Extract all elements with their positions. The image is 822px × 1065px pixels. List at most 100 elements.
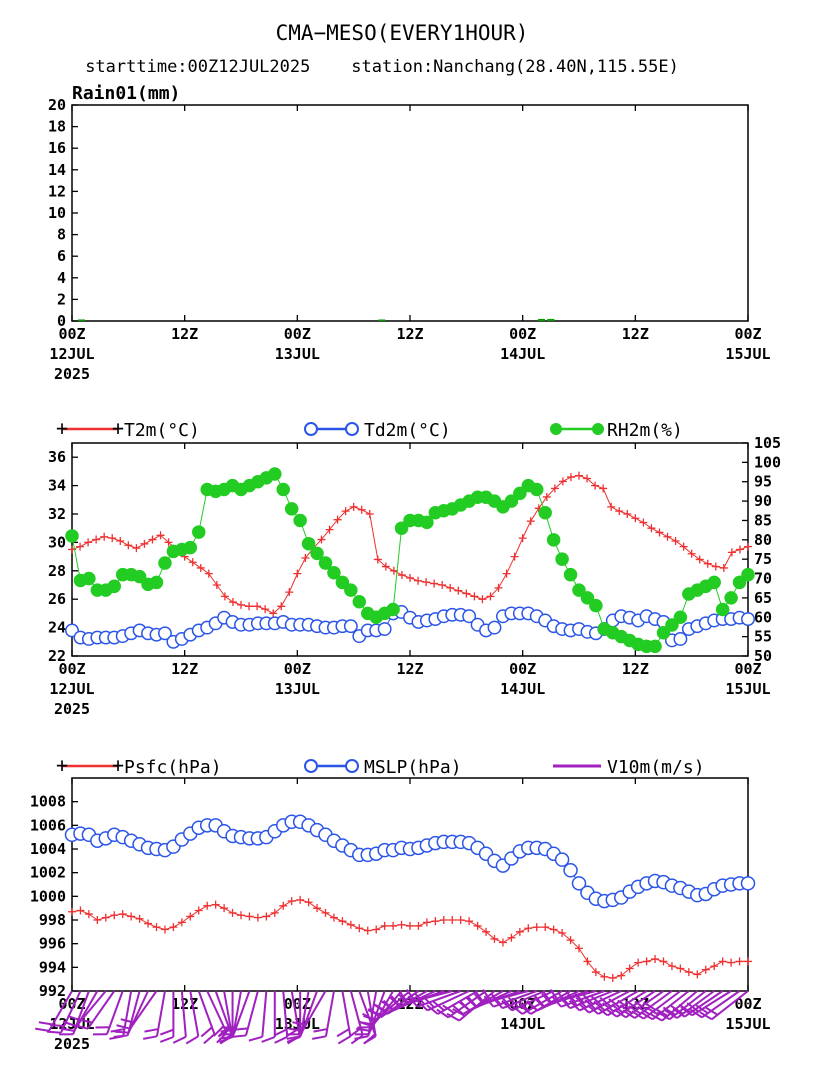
wind-barb-shaft <box>282 990 289 1037</box>
wind-barb-shaft <box>447 990 487 1019</box>
psfc-point <box>118 910 127 919</box>
wind-barb-shaft <box>374 990 411 1022</box>
wind-barb-feather <box>608 998 621 1009</box>
wind-barb-shaft <box>569 990 614 1010</box>
rh2m-point <box>284 502 299 516</box>
psfc-point <box>144 919 153 928</box>
wind-barb-feather <box>613 1008 627 1019</box>
wind-barb-feather <box>582 993 594 1005</box>
y-tick-label: 1004 <box>30 840 66 858</box>
t2m-point <box>542 492 551 501</box>
wind-barb-feather <box>565 990 576 1003</box>
wind-barb-feather <box>507 996 520 1009</box>
psfc-point <box>397 920 406 929</box>
wind-barb-shaft <box>299 990 310 1037</box>
y-tick-label: 996 <box>39 935 66 953</box>
psfc-point <box>313 904 322 913</box>
rh2m-point <box>580 591 595 605</box>
t2m-point <box>277 602 286 611</box>
psfc-point <box>583 957 592 966</box>
t2m-point <box>389 566 398 575</box>
td2m-point <box>377 622 392 636</box>
rh2m-point <box>673 610 688 625</box>
psfc-point <box>270 908 279 917</box>
rh2m-legend: RH2m(%) <box>550 420 683 441</box>
temperature-y-ticks: 22 24 26 28 30 32 34 36 <box>48 448 78 665</box>
y-tick-label: 16 <box>48 139 66 157</box>
rh2m-point <box>276 482 290 497</box>
wind-barb-feather <box>686 1002 699 1013</box>
psfc-point <box>465 917 474 926</box>
svg-text:+: + <box>112 753 124 777</box>
wind-barb-shaft <box>290 990 301 1037</box>
psfc-point <box>701 965 710 974</box>
wind-barb-feather <box>423 996 435 1009</box>
wind-barb-feather <box>414 992 426 1005</box>
wind-barb-feather <box>286 1035 301 1040</box>
wind-barb-feather <box>354 1035 369 1040</box>
wind-barb-feather <box>586 1004 599 1015</box>
wind-barb-feather <box>220 1028 235 1033</box>
rh2m-legend-label: RH2m(%) <box>607 420 683 441</box>
psfc-point <box>422 918 431 927</box>
x-tick-date: 14JUL <box>500 345 545 363</box>
psfc-point <box>186 912 195 921</box>
psfc-point <box>101 913 110 922</box>
wind-barb-shaft <box>341 990 352 1037</box>
wind-barb-feather <box>672 1007 686 1018</box>
t2m-point <box>558 477 567 486</box>
x-tick-date: 15JUL <box>725 1015 770 1033</box>
t2m-point <box>188 558 197 567</box>
x-tick-label: 00Z <box>734 660 761 678</box>
wind-barb-feather <box>114 1030 129 1034</box>
psfc-point <box>710 962 719 971</box>
psfc-point <box>727 958 736 967</box>
wind-barb-feather <box>670 1005 684 1015</box>
wind-barb-shaft <box>60 990 82 1034</box>
wind-barb-shaft <box>683 990 724 1018</box>
psfc-point <box>634 958 643 967</box>
rh2m-point <box>310 546 324 561</box>
wind-barb-feather <box>426 1004 439 1015</box>
wind-barb-shaft <box>502 990 546 1010</box>
wind-barb-feather <box>622 1009 636 1019</box>
td2m-point <box>158 626 172 641</box>
rh2m-point <box>344 583 358 597</box>
psfc-point <box>541 923 550 932</box>
t2m-point <box>397 571 406 580</box>
wind-barb-feather <box>517 1000 530 1012</box>
t2m-point <box>301 554 310 563</box>
y-tick-label: 8 <box>57 226 66 244</box>
psfc-point <box>211 900 220 909</box>
mslp-point <box>571 876 587 891</box>
t2m-point <box>365 510 374 518</box>
y-tick-label: 30 <box>48 533 66 551</box>
t2m-point <box>116 536 125 545</box>
rain-bar <box>547 318 555 321</box>
t2m-point <box>486 592 495 601</box>
wind-barb-feather <box>526 999 539 1012</box>
psfc-point <box>490 934 499 943</box>
t2m-point <box>269 609 278 618</box>
psfc-point <box>169 923 178 932</box>
y-tick-label-right: 90 <box>754 492 772 510</box>
chart-title: CMA−MESO(EVERY1HOUR) <box>276 21 529 45</box>
rh2m-point <box>715 602 730 617</box>
wind-barb-feather <box>185 1035 199 1045</box>
t2m-point <box>422 578 431 587</box>
x-tick-label: 00Z <box>58 995 85 1013</box>
wind-barb-feather <box>490 992 502 1005</box>
t2m-point <box>92 535 101 544</box>
wind-barb-feather <box>634 1000 648 1011</box>
psfc-point <box>160 925 169 934</box>
t2m-point <box>100 532 109 541</box>
t2m-point <box>438 581 447 589</box>
wind-barb-feather <box>62 1020 77 1028</box>
psfc-point <box>68 907 76 916</box>
wind-barb-feather <box>200 1026 213 1038</box>
wind-barb-feather <box>510 1004 523 1015</box>
mslp-series <box>64 814 756 909</box>
wind-barb-shaft <box>616 990 656 1018</box>
y-tick-label: 994 <box>39 958 66 976</box>
